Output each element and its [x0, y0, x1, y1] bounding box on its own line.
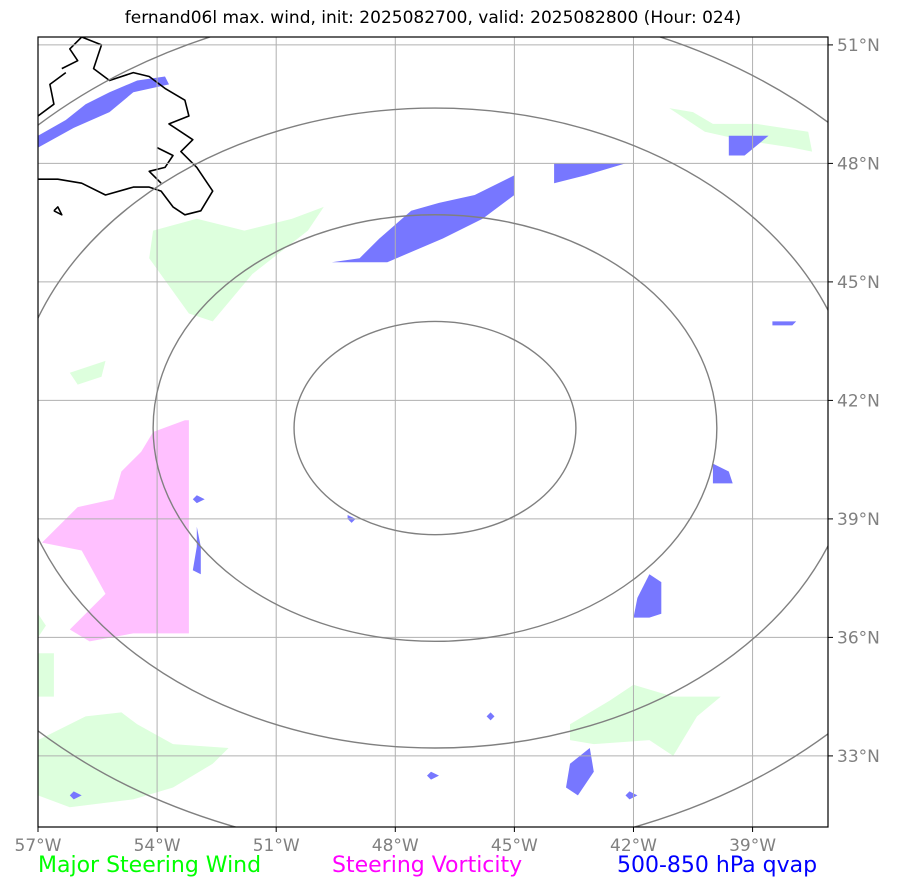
qvap-region-dot-6: [69, 791, 82, 800]
x-tick-label: 39°W: [729, 836, 776, 856]
range-ring-3: [38, 107, 828, 749]
coast-cape-breton: [38, 71, 67, 117]
qvap-region-newfoundland: [38, 76, 169, 148]
y-tick-label: 45°N: [837, 273, 880, 293]
qvap-region-central-north: [331, 175, 515, 263]
coast-islet: [53, 206, 63, 216]
qvap-region-dot-5: [625, 791, 638, 800]
qvap-region-southeast: [566, 748, 594, 796]
coast-bay: [148, 146, 174, 184]
qvap-region-east-dot: [772, 321, 797, 326]
field-layer: [38, 76, 813, 808]
legend-qvap: 500-850 hPa qvap: [617, 853, 818, 878]
y-tick-label: 39°N: [837, 510, 880, 530]
gridlines: [38, 37, 828, 827]
range-ring-1: [293, 320, 577, 536]
chart-title: fernand06l max. wind, init: 2025082700, …: [124, 8, 742, 28]
wind-region-northeast: [669, 108, 813, 152]
plot-frame: [37, 36, 829, 828]
range-rings: [38, 37, 828, 827]
wind-region-west-edge-top: [38, 613, 46, 638]
legend-major-steering-wind: Major Steering Wind: [38, 853, 262, 878]
wind-region-central-north: [149, 206, 324, 322]
qvap-region-west-sliver: [192, 526, 201, 575]
axis-ticks: 57°W 54°W 51°W 48°W 45°W 42°W 39°W 51°N 48°N 45°N…: [15, 36, 880, 856]
coast-newfoundland: [38, 37, 214, 216]
x-tick-label: 54°W: [134, 836, 181, 856]
range-ring-2: [152, 214, 718, 643]
legend-steering-vorticity: Steering Vorticity: [332, 853, 523, 878]
qvap-region-dot-3: [486, 712, 495, 721]
wind-region-west-edge: [38, 653, 54, 697]
coastline-layer: [38, 37, 214, 216]
qvap-region-north-patch: [554, 163, 626, 184]
wind-region-west: [69, 360, 106, 385]
y-tick-label: 51°N: [837, 36, 880, 56]
x-tick-label: 51°W: [253, 836, 300, 856]
x-tick-label: 57°W: [15, 836, 62, 856]
y-tick-label: 33°N: [837, 747, 880, 767]
y-tick-label: 42°N: [837, 391, 880, 411]
wind-region-southeast: [570, 684, 721, 756]
qvap-region-dot-1: [192, 495, 205, 504]
qvap-region-east-mid: [712, 463, 733, 484]
qvap-region-east-south: [633, 574, 662, 618]
x-tick-label: 45°W: [491, 836, 538, 856]
x-tick-label: 48°W: [372, 836, 419, 856]
qvap-region-northeast: [728, 135, 769, 156]
y-tick-label: 48°N: [837, 154, 880, 174]
vorticity-region-west: [42, 420, 189, 642]
qvap-region-dot-4: [427, 771, 439, 780]
x-tick-label: 42°W: [610, 836, 657, 856]
y-tick-label: 36°N: [837, 628, 880, 648]
wind-region-southwest: [38, 712, 229, 808]
